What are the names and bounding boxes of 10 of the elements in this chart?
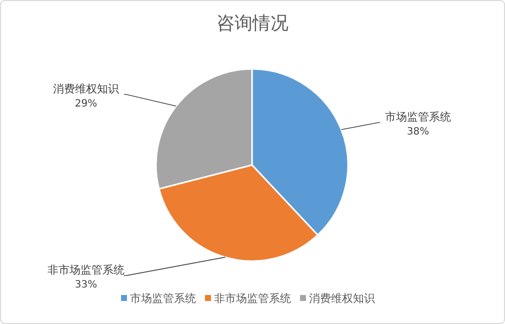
slice-label: 消费维权知识 [53,82,119,96]
data-label: 29% [74,98,98,110]
data-label: 33% [74,280,98,291]
legend-label: 市场监管系统 [130,292,196,305]
slice-label: 非市场监管系统 [48,264,124,277]
legend-label: 消费维权知识 [309,292,375,305]
slice-label: 市场监管系统 [385,110,451,124]
legend-label: 非市场监管系统 [214,292,291,305]
chart-title: 咨询情况 [216,13,288,34]
data-label: 38% [406,126,430,138]
